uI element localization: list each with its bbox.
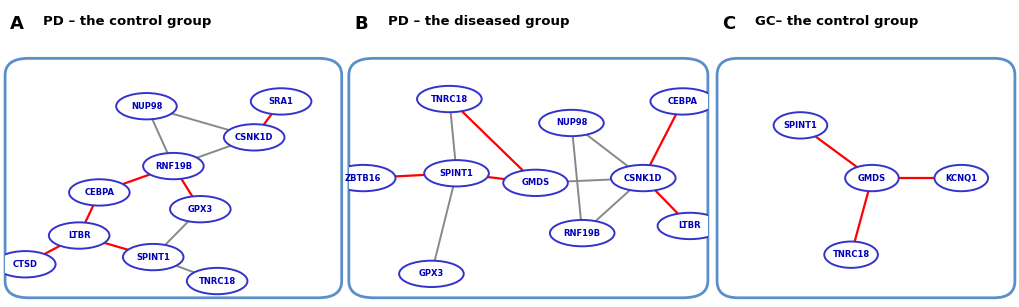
Ellipse shape — [424, 160, 488, 186]
Ellipse shape — [650, 88, 714, 115]
Text: GPX3: GPX3 — [187, 205, 213, 214]
Ellipse shape — [823, 242, 877, 268]
Text: NUP98: NUP98 — [130, 102, 162, 111]
Text: CTSD: CTSD — [13, 260, 38, 269]
Text: CSNK1D: CSNK1D — [624, 173, 662, 183]
Text: GPX3: GPX3 — [419, 269, 443, 278]
Text: GMDS: GMDS — [521, 178, 549, 187]
FancyBboxPatch shape — [716, 58, 1014, 298]
Text: SPINT1: SPINT1 — [439, 169, 473, 178]
Ellipse shape — [69, 179, 129, 206]
Ellipse shape — [143, 153, 204, 179]
Ellipse shape — [539, 110, 603, 136]
Ellipse shape — [610, 165, 675, 191]
Text: GC– the control group: GC– the control group — [754, 15, 917, 28]
Text: SPINT1: SPINT1 — [783, 121, 816, 130]
Ellipse shape — [417, 86, 481, 112]
Text: B: B — [354, 15, 367, 33]
Text: TNRC18: TNRC18 — [430, 95, 468, 103]
Ellipse shape — [330, 165, 395, 191]
Ellipse shape — [251, 88, 311, 115]
Text: ZBTB16: ZBTB16 — [344, 173, 381, 183]
Text: TNRC18: TNRC18 — [199, 277, 235, 286]
Text: CSNK1D: CSNK1D — [234, 133, 273, 142]
Text: NUP98: NUP98 — [555, 119, 587, 127]
Ellipse shape — [0, 251, 56, 278]
Ellipse shape — [549, 220, 613, 246]
Text: SRA1: SRA1 — [268, 97, 293, 106]
Ellipse shape — [845, 165, 898, 191]
Text: CEBPA: CEBPA — [85, 188, 114, 197]
Ellipse shape — [502, 170, 568, 196]
Text: PD – the control group: PD – the control group — [43, 15, 211, 28]
Text: PD – the diseased group: PD – the diseased group — [387, 15, 569, 28]
Ellipse shape — [657, 213, 721, 239]
Text: C: C — [721, 15, 735, 33]
Text: RNF19B: RNF19B — [564, 229, 600, 238]
Ellipse shape — [170, 196, 230, 222]
Ellipse shape — [224, 124, 284, 150]
Ellipse shape — [116, 93, 176, 119]
Ellipse shape — [772, 112, 826, 138]
Text: CEBPA: CEBPA — [667, 97, 697, 106]
Ellipse shape — [186, 268, 248, 294]
Ellipse shape — [933, 165, 987, 191]
Text: TNRC18: TNRC18 — [832, 250, 869, 259]
Ellipse shape — [49, 222, 109, 249]
FancyBboxPatch shape — [5, 58, 341, 298]
Text: LTBR: LTBR — [678, 221, 700, 231]
Text: RNF19B: RNF19B — [155, 161, 192, 171]
Text: A: A — [10, 15, 24, 33]
Ellipse shape — [398, 261, 464, 287]
Text: SPINT1: SPINT1 — [137, 253, 170, 262]
Text: GMDS: GMDS — [857, 173, 886, 183]
Text: LTBR: LTBR — [68, 231, 91, 240]
FancyBboxPatch shape — [348, 58, 707, 298]
Text: KCNQ1: KCNQ1 — [945, 173, 976, 183]
Ellipse shape — [122, 244, 183, 270]
